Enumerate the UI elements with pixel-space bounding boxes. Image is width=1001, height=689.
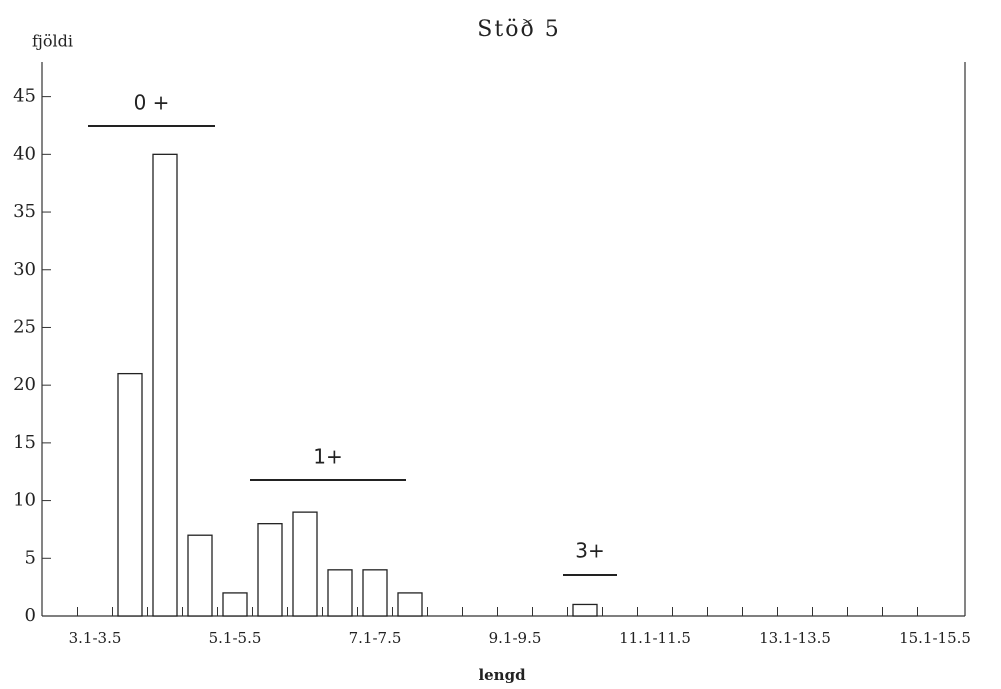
chart-title: Stöð 5 [477, 17, 560, 42]
bar [327, 569, 353, 617]
x-tick-label: 9.1-9.5 [489, 629, 542, 647]
y-tick-label: 0 [25, 605, 36, 626]
bar [397, 592, 423, 617]
bar [572, 603, 598, 617]
bar [152, 153, 178, 617]
x-tick-label: 7.1-7.5 [349, 629, 402, 647]
y-tick-label: 30 [13, 259, 36, 280]
bar [187, 534, 213, 617]
bar [257, 523, 283, 617]
y-tick-label: 35 [13, 201, 36, 222]
annotation: 0 + [134, 91, 170, 115]
y-tick-label: 10 [13, 490, 36, 511]
bar [117, 372, 143, 617]
bar [292, 511, 318, 617]
x-axis-label: lengd [478, 666, 526, 684]
y-tick-label: 20 [13, 374, 36, 395]
x-tick-label: 3.1-3.5 [69, 629, 122, 647]
x-tick-label: 15.1-15.5 [899, 629, 971, 647]
x-tick-label: 11.1-11.5 [619, 629, 691, 647]
y-tick-label: 25 [13, 316, 36, 337]
annotation: 3+ [575, 539, 604, 563]
bar [362, 569, 388, 617]
y-tick-label: 45 [13, 86, 36, 107]
annotation: 1+ [313, 445, 342, 469]
x-tick-label: 5.1-5.5 [209, 629, 262, 647]
y-tick-label: 5 [25, 547, 36, 568]
y-tick-label: 15 [13, 432, 36, 453]
bar [222, 592, 248, 617]
y-tick-label: 40 [13, 143, 36, 164]
x-tick-label: 13.1-13.5 [759, 629, 831, 647]
y-axis-label: fjöldi [32, 32, 73, 51]
